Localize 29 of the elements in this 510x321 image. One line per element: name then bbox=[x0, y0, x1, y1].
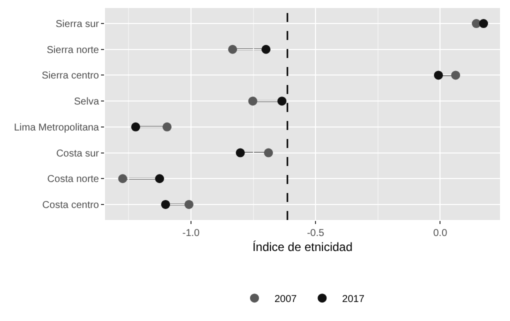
point bbox=[277, 96, 286, 106]
point bbox=[118, 174, 128, 184]
y-tick-label: Sierra centro bbox=[42, 70, 100, 82]
point bbox=[236, 148, 245, 158]
y-tick-label: Sierra norte bbox=[46, 44, 100, 56]
x-tick-label: 0.0 bbox=[433, 228, 448, 239]
legend-label: 2017 bbox=[342, 294, 365, 305]
point bbox=[131, 122, 140, 132]
point bbox=[184, 200, 194, 209]
point bbox=[264, 148, 273, 158]
legend-label: 2007 bbox=[274, 294, 298, 305]
point bbox=[261, 44, 270, 54]
y-tick-label: Costa norte bbox=[47, 174, 100, 186]
y-tick-label: Costa sur bbox=[56, 148, 100, 160]
x-axis-title: Índice de etnicidad bbox=[252, 240, 353, 254]
x-tick-label: -0.5 bbox=[306, 228, 325, 239]
y-tick-label: Selva bbox=[74, 96, 100, 108]
y-tick-label: Lima Metropolitana bbox=[14, 122, 100, 134]
x-tick-label: -1.0 bbox=[182, 228, 200, 239]
point bbox=[161, 200, 170, 209]
point bbox=[248, 96, 258, 106]
y-tick-label: Costa centro bbox=[42, 200, 100, 211]
point bbox=[434, 70, 443, 80]
point bbox=[228, 44, 238, 54]
point bbox=[155, 174, 164, 184]
point bbox=[479, 19, 488, 28]
point bbox=[451, 70, 460, 80]
point bbox=[162, 122, 172, 132]
y-tick-label: Sierra sur bbox=[56, 19, 100, 30]
